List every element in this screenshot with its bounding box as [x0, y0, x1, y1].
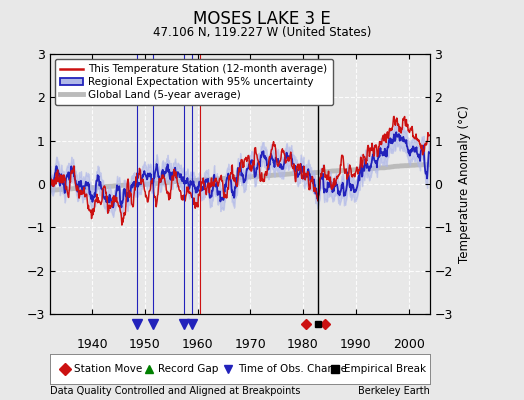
Text: 1980: 1980 — [287, 338, 319, 351]
Text: 1940: 1940 — [76, 338, 108, 351]
Text: Data Quality Controlled and Aligned at Breakpoints: Data Quality Controlled and Aligned at B… — [50, 386, 300, 396]
Text: 1960: 1960 — [182, 338, 213, 351]
Text: 1970: 1970 — [234, 338, 266, 351]
Text: 47.106 N, 119.227 W (United States): 47.106 N, 119.227 W (United States) — [153, 26, 371, 39]
Text: 2000: 2000 — [392, 338, 424, 351]
Text: Time of Obs. Change: Time of Obs. Change — [238, 364, 347, 374]
Y-axis label: Temperature Anomaly (°C): Temperature Anomaly (°C) — [458, 105, 472, 263]
Legend: This Temperature Station (12-month average), Regional Expectation with 95% uncer: This Temperature Station (12-month avera… — [55, 59, 333, 105]
Text: Record Gap: Record Gap — [158, 364, 219, 374]
Text: 1950: 1950 — [129, 338, 161, 351]
Text: MOSES LAKE 3 E: MOSES LAKE 3 E — [193, 10, 331, 28]
Text: Station Move: Station Move — [74, 364, 143, 374]
Text: Empirical Break: Empirical Break — [344, 364, 427, 374]
Text: Berkeley Earth: Berkeley Earth — [358, 386, 430, 396]
Text: 1990: 1990 — [340, 338, 372, 351]
